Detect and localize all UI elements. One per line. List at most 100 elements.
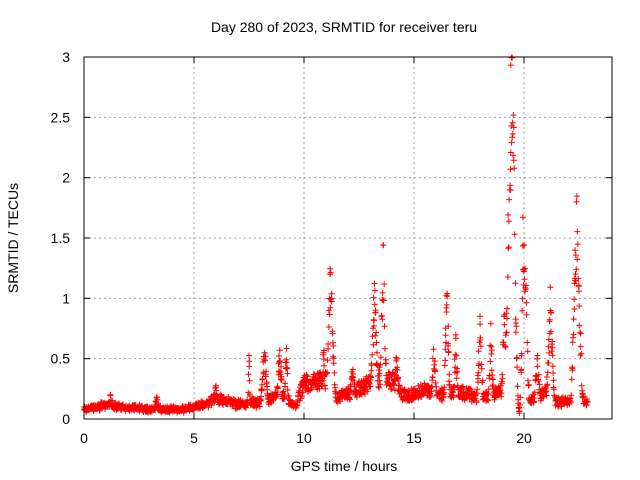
data-point: [371, 287, 378, 294]
data-point: [277, 369, 284, 375]
data-point: [391, 381, 397, 388]
data-point: [577, 330, 584, 337]
data-point: [568, 392, 575, 399]
data-point: [431, 367, 438, 374]
data-point: [516, 410, 523, 417]
data-point: [383, 360, 390, 367]
data-point: [432, 379, 439, 386]
data-point: [573, 266, 580, 273]
data-point: [259, 386, 265, 393]
x-tick-label: 5: [190, 430, 198, 446]
x-tick-label: 0: [80, 430, 88, 446]
data-point: [574, 228, 581, 235]
data-point: [327, 265, 334, 272]
data-point: [217, 391, 224, 398]
data-point: [570, 316, 577, 323]
data-point: [521, 242, 528, 248]
data-point: [507, 182, 514, 189]
data-point: [259, 376, 266, 383]
data-point: [522, 265, 529, 272]
data-point: [568, 376, 575, 383]
data-point: [284, 386, 291, 393]
data-point: [514, 354, 520, 361]
data-point: [261, 349, 268, 356]
data-point: [328, 290, 335, 297]
data-point: [573, 198, 580, 205]
data-point: [322, 385, 329, 392]
data-point: [427, 393, 434, 400]
data-point: [504, 274, 511, 280]
data-point: [380, 242, 387, 249]
data-point: [514, 383, 521, 390]
data-point: [267, 400, 274, 407]
data-point: [575, 282, 582, 289]
data-point: [517, 401, 524, 408]
data-point: [327, 304, 334, 311]
data-point: [454, 365, 461, 372]
data-point: [580, 393, 587, 400]
data-point: [390, 380, 397, 387]
data-point: [535, 377, 542, 384]
grid-lines: [84, 57, 612, 419]
data-point: [509, 134, 516, 141]
data-point: [545, 343, 552, 350]
data-point: [330, 360, 337, 367]
data-point: [321, 362, 327, 369]
y-tick-label: 1.5: [51, 230, 71, 246]
data-point: [395, 378, 402, 384]
data-point: [487, 320, 494, 327]
data-point: [347, 396, 353, 403]
data-point: [523, 282, 530, 289]
data-point: [256, 403, 263, 410]
data-point: [444, 293, 451, 300]
data-point: [258, 393, 265, 400]
plot-frame: [83, 56, 613, 420]
data-point: [546, 316, 553, 323]
data-point: [505, 218, 512, 225]
axis-ticks: [83, 56, 612, 420]
y-tick-label: 0.5: [51, 351, 71, 367]
data-point: [376, 370, 383, 377]
data-point: [442, 332, 449, 339]
data-point: [441, 384, 448, 391]
data-point: [506, 196, 513, 203]
data-point: [379, 296, 386, 303]
data-point: [377, 354, 384, 361]
data-point: [431, 358, 438, 365]
data-point: [393, 355, 400, 362]
data-point: [510, 157, 517, 164]
data-point: [509, 130, 516, 137]
data-point: [429, 374, 436, 381]
data-point: [514, 364, 520, 371]
data-point: [485, 397, 492, 404]
data-point: [505, 244, 512, 251]
data-point: [372, 309, 379, 316]
data-point: [574, 241, 581, 248]
data-point: [440, 389, 447, 396]
data-point: [327, 269, 334, 276]
data-point: [508, 139, 515, 146]
data-point: [451, 356, 458, 363]
data-point: [567, 399, 574, 405]
data-points: [80, 54, 591, 417]
data-point: [274, 385, 281, 392]
data-point: [246, 377, 253, 384]
data-point: [347, 381, 354, 388]
tick-labels: 0 0.5 1 1.5 2 2.5 3 0 5 10 15 20: [51, 49, 532, 446]
data-point: [498, 390, 505, 397]
data-point: [450, 394, 457, 401]
data-point: [511, 165, 518, 172]
data-point: [299, 389, 306, 396]
data-point: [544, 381, 551, 388]
data-point: [368, 367, 375, 374]
data-point: [519, 214, 526, 221]
data-point: [326, 311, 333, 318]
data-point: [375, 367, 382, 374]
data-point: [519, 295, 526, 302]
data-point: [430, 346, 437, 353]
data-point: [379, 316, 386, 323]
data-point: [452, 335, 459, 342]
data-point: [205, 404, 212, 411]
data-point: [489, 376, 496, 383]
